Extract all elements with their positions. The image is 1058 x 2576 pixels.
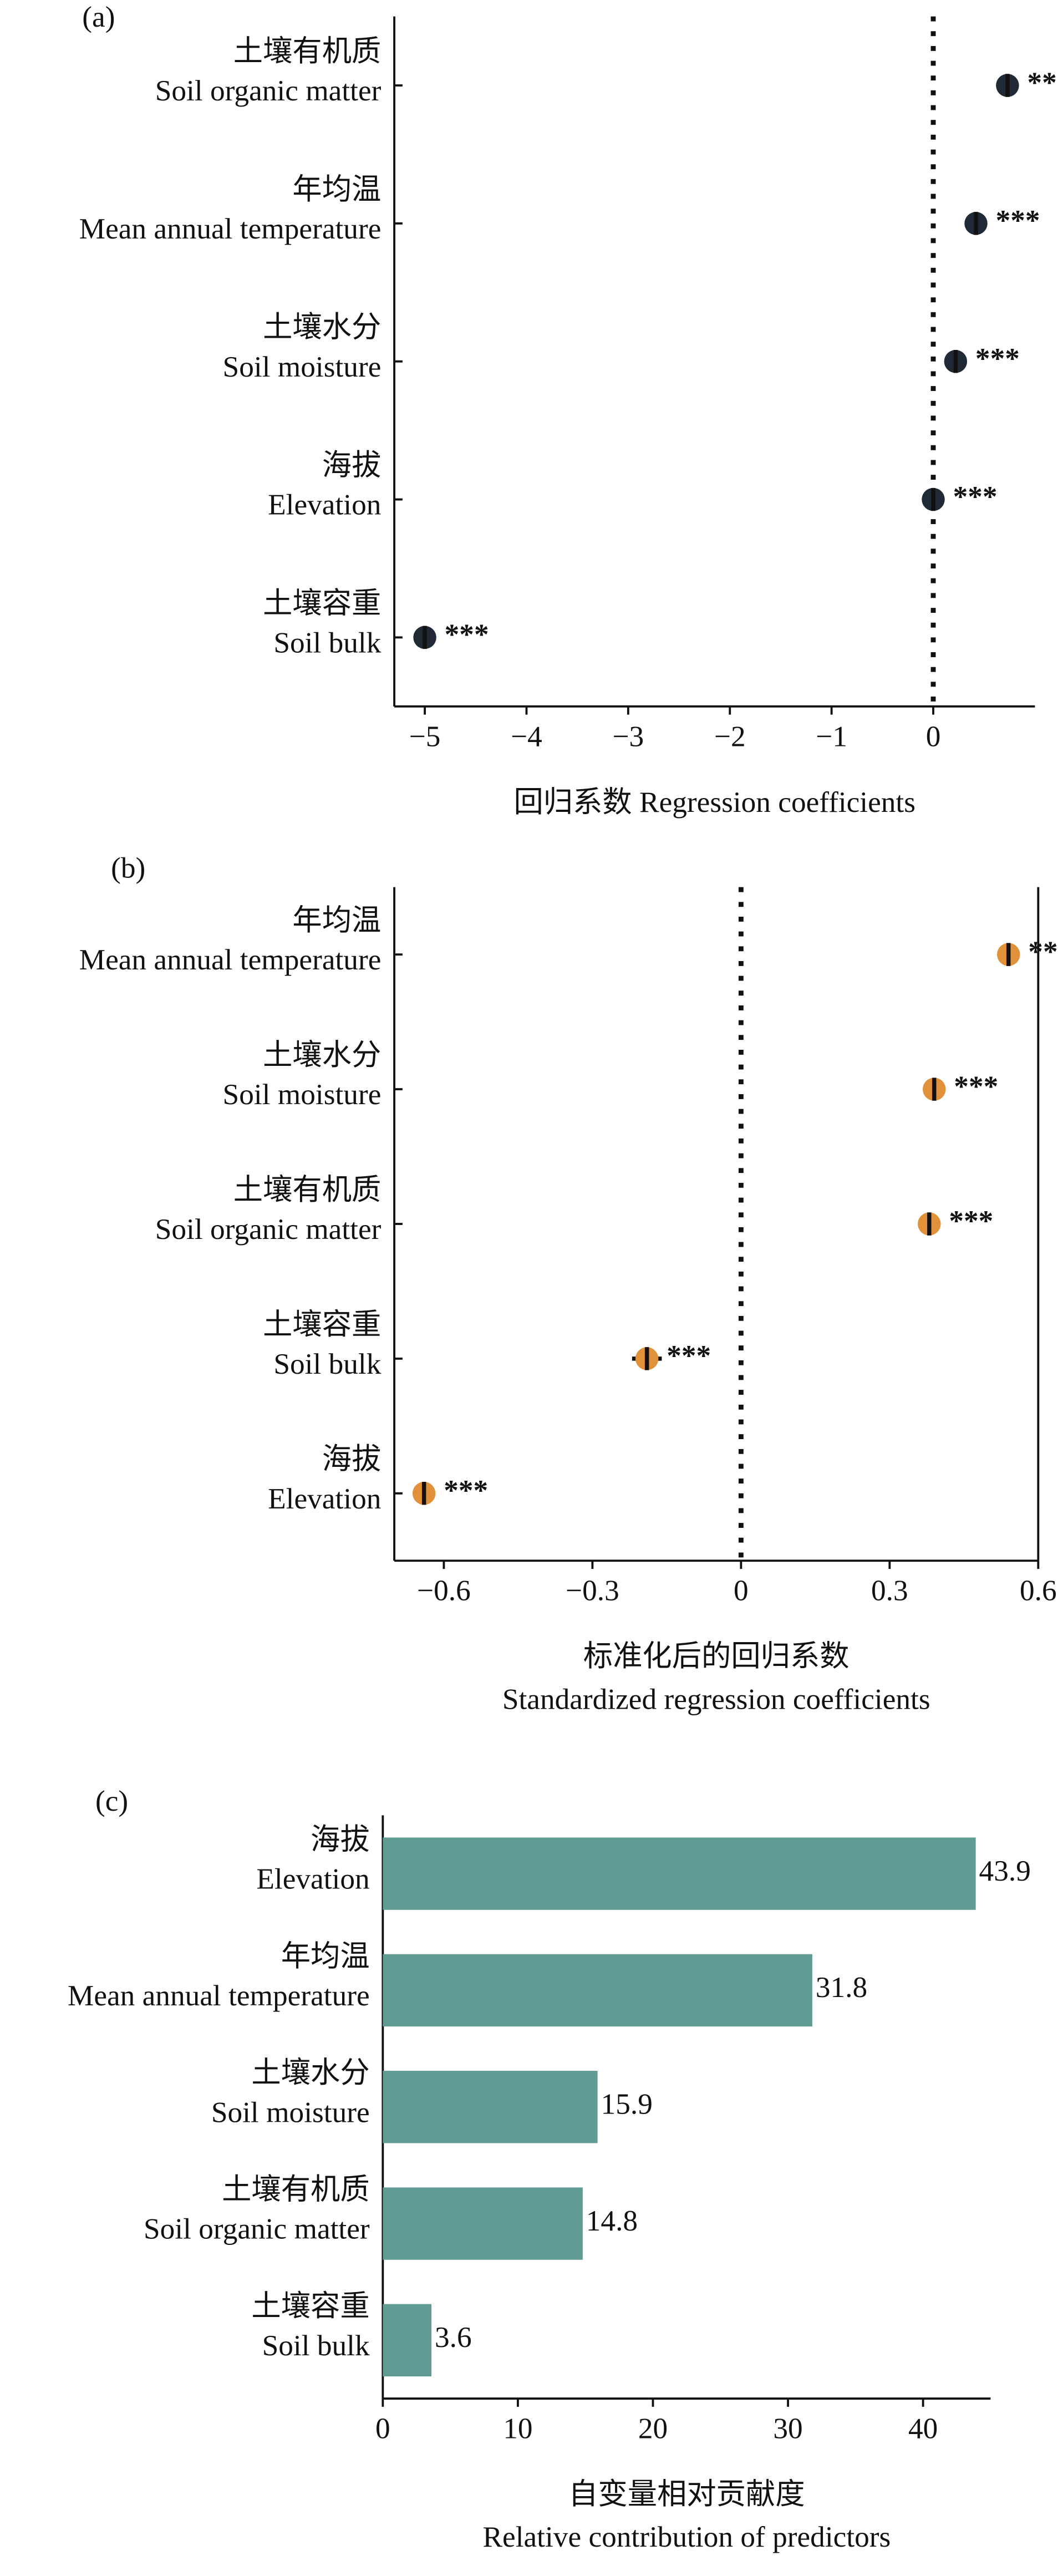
category-label-en: Mean annual temperature xyxy=(79,212,382,245)
x-tick-label: 0.3 xyxy=(871,1574,908,1607)
panel-label: (c) xyxy=(95,1784,128,1817)
significance-label: *** xyxy=(1028,934,1058,968)
category-label-zh: 土壤容重 xyxy=(251,2289,369,2323)
x-tick-label: −3 xyxy=(613,719,644,753)
x-axis-label: 自变量相对贡献度 xyxy=(568,2477,805,2511)
category-label-zh: 海拔 xyxy=(322,449,382,482)
x-tick-label: 20 xyxy=(638,2412,668,2445)
category-label-en: Soil moisture xyxy=(223,1078,382,1111)
x-tick-label: 30 xyxy=(773,2412,802,2445)
category-label-zh: 土壤水分 xyxy=(251,2056,369,2089)
category-label-zh: 土壤有机质 xyxy=(233,1173,382,1206)
category-label-zh: 年均温 xyxy=(281,1939,370,1973)
category-label-en: Elevation xyxy=(256,1862,369,1896)
category-label-en: Soil moisture xyxy=(211,2095,370,2128)
panel-label: (a) xyxy=(82,0,115,33)
x-axis-label: Standardized regression coefficients xyxy=(502,1682,930,1715)
x-tick-label: 0 xyxy=(375,2412,390,2445)
significance-label: *** xyxy=(1027,65,1058,99)
value-label: 14.8 xyxy=(586,2204,638,2237)
x-tick-label: 0 xyxy=(926,719,941,753)
category-label-zh: 土壤有机质 xyxy=(222,2173,370,2206)
x-tick-label: −5 xyxy=(409,719,441,753)
x-tick-label: −4 xyxy=(511,719,542,753)
x-tick-label: 0 xyxy=(734,1574,749,1607)
x-tick-label: 0.6 xyxy=(1020,1574,1057,1607)
category-label-zh: 年均温 xyxy=(292,903,381,937)
x-axis-label: 标准化后的回归系数 xyxy=(583,1639,850,1673)
significance-label: *** xyxy=(954,1069,998,1102)
value-label: 43.9 xyxy=(979,1854,1031,1887)
significance-label: *** xyxy=(444,1474,488,1507)
significance-label: *** xyxy=(949,1204,993,1237)
category-label-zh: 土壤容重 xyxy=(263,1308,381,1341)
bar xyxy=(383,2187,583,2260)
significance-label: *** xyxy=(975,342,1020,375)
x-tick-label: −2 xyxy=(714,719,746,753)
category-label-zh: 海拔 xyxy=(311,1823,370,1856)
category-label-en: Soil organic matter xyxy=(155,74,382,107)
category-label-en: Mean annual temperature xyxy=(68,1979,370,2012)
category-label-zh: 土壤水分 xyxy=(263,1038,381,1071)
significance-label: *** xyxy=(996,204,1040,237)
value-label: 31.8 xyxy=(816,1970,867,2004)
bar xyxy=(383,2071,598,2143)
category-label-zh: 海拔 xyxy=(322,1442,382,1476)
x-tick-label: 40 xyxy=(908,2412,938,2445)
category-label-en: Soil bulk xyxy=(273,1347,381,1380)
x-axis-label: Relative contribution of predictors xyxy=(482,2520,891,2553)
x-tick-label: 10 xyxy=(503,2412,532,2445)
bar xyxy=(383,1837,976,1910)
x-tick-label: −0.6 xyxy=(417,1574,471,1607)
category-label-en: Soil moisture xyxy=(223,350,382,383)
category-label-en: Soil bulk xyxy=(273,626,381,659)
category-label-en: Soil bulk xyxy=(262,2329,370,2362)
significance-label: *** xyxy=(667,1339,711,1372)
significance-label: *** xyxy=(445,618,489,651)
category-label-en: Soil organic matter xyxy=(155,1212,382,1246)
x-axis-label: 回归系数 Regression coefficients xyxy=(513,785,915,819)
bar xyxy=(383,2304,432,2377)
category-label-en: Soil organic matter xyxy=(144,2212,370,2245)
panel-label: (b) xyxy=(111,851,145,884)
x-tick-label: −1 xyxy=(816,719,847,753)
value-label: 3.6 xyxy=(435,2320,472,2354)
x-tick-label: −0.3 xyxy=(566,1574,619,1607)
value-label: 15.9 xyxy=(601,2087,653,2120)
category-label-zh: 土壤水分 xyxy=(263,311,381,344)
category-label-en: Elevation xyxy=(268,1482,381,1515)
category-label-en: Elevation xyxy=(268,488,381,521)
category-label-zh: 土壤容重 xyxy=(263,586,381,619)
bar xyxy=(383,1954,812,2027)
category-label-en: Mean annual temperature xyxy=(79,943,382,976)
category-label-zh: 年均温 xyxy=(292,172,381,206)
significance-label: *** xyxy=(953,480,998,513)
category-label-zh: 土壤有机质 xyxy=(233,34,382,68)
